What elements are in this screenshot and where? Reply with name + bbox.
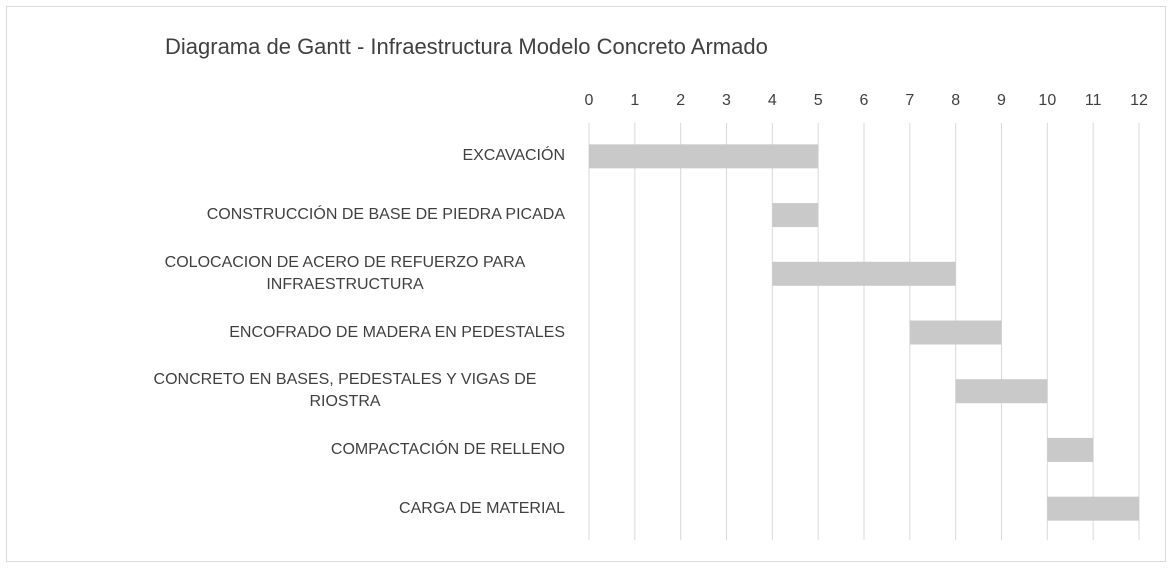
y-tick-label: COMPACTACIÓN DE RELLENO <box>330 440 565 458</box>
bar <box>589 144 819 169</box>
y-tick-label: ENCOFRADO DE MADERA EN PEDESTALES <box>229 323 565 341</box>
x-tick-label: 2 <box>676 92 685 109</box>
y-tick-label: CONSTRUCCIÓN DE BASE DE PIEDRA PICADA <box>206 206 565 224</box>
x-tick-label: 3 <box>722 92 731 109</box>
x-tick-label: 5 <box>814 92 823 109</box>
x-tick-label: 10 <box>1038 92 1056 109</box>
x-tick-label: 7 <box>905 92 914 109</box>
y-tick-label: COLOCACION DE ACERO DE REFUERZO PARA INF… <box>164 253 526 293</box>
x-tick-label: 4 <box>768 92 777 109</box>
x-tick-label: 9 <box>997 92 1006 109</box>
y-tick-label: CARGA DE MATERIAL <box>399 499 565 517</box>
bar <box>1047 496 1139 521</box>
bar <box>772 261 956 286</box>
x-tick-label: 11 <box>1085 92 1102 109</box>
chart-border <box>6 6 1166 562</box>
x-tick-label: 12 <box>1130 92 1148 109</box>
x-tick-label: 0 <box>585 92 594 109</box>
y-tick-label: CONCRETO EN BASES, PEDESTALES Y VIGAS DE… <box>153 371 537 411</box>
bar <box>1047 437 1094 462</box>
x-tick-label: 6 <box>860 92 869 109</box>
bar <box>955 379 1048 404</box>
x-tick-label: 1 <box>630 92 639 109</box>
bar <box>772 203 819 228</box>
bar <box>909 320 1002 345</box>
chart-title: Diagrama de Gantt - Infraestructura Mode… <box>165 34 768 59</box>
y-tick-label: EXCAVACIÓN <box>462 147 565 165</box>
x-tick-label: 8 <box>951 92 960 109</box>
